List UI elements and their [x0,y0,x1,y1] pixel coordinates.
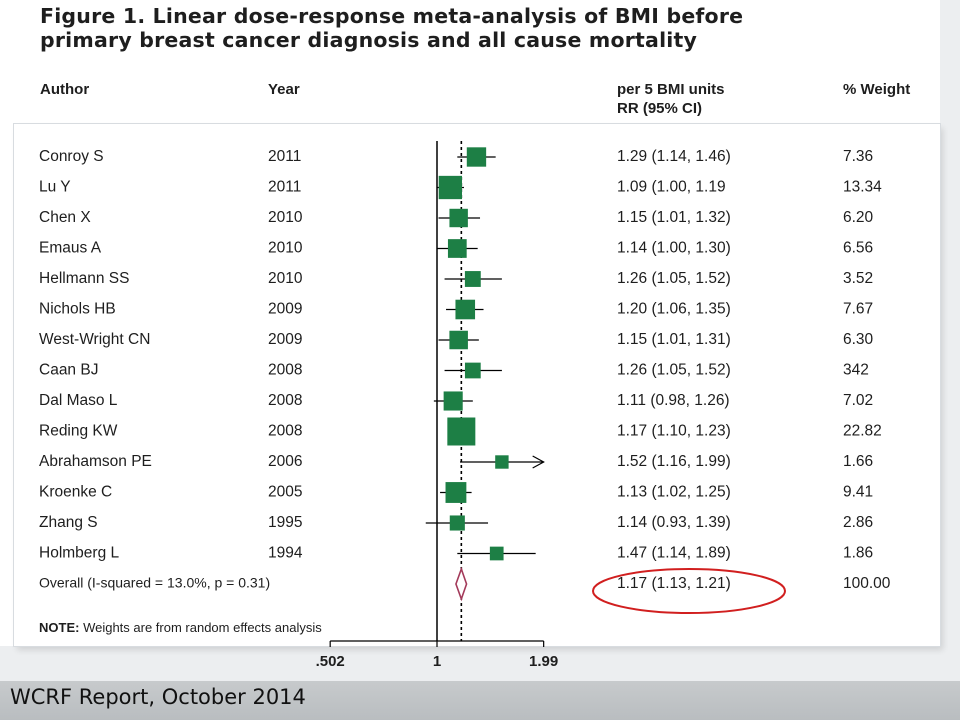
footer-bar: WCRF Report, October 2014 [0,681,960,720]
study-author: Lu Y [39,179,71,196]
rr-column-header: per 5 BMI units RR (95% CI) [617,80,725,118]
study-weight: 1.66 [843,453,873,470]
footer-source-text: WCRF Report, October 2014 [10,685,306,709]
study-author: Dal Maso L [39,392,118,409]
overall-weight: 100.00 [843,575,891,592]
study-year: 2010 [268,209,303,226]
study-weight: 13.34 [843,179,882,196]
study-weight: 342 [843,362,869,379]
study-rr-ci: 1.15 (1.01, 1.32) [617,209,731,226]
overall-label: Overall (I-squared = 13.0%, p = 0.31) [39,575,270,591]
study-weight: 7.02 [843,392,873,409]
study-weight-square [466,147,487,167]
study-author: West-Wright CN [39,331,150,348]
study-author: Reding KW [39,423,118,440]
study-rr-ci: 1.26 (1.05, 1.52) [617,270,731,287]
study-rr-ci: 1.15 (1.01, 1.31) [617,331,731,348]
study-weight-square [443,391,463,411]
weights-note: NOTE: Weights are from random effects an… [39,620,322,635]
study-weight: 9.41 [843,484,873,501]
study-weight: 2.86 [843,514,873,531]
rr-header-line-1: per 5 BMI units [617,81,725,98]
right-background-band [940,0,960,690]
study-weight-square [445,482,467,503]
study-year: 2009 [268,331,302,348]
overall-rr-ci: 1.17 (1.13, 1.21) [617,575,731,592]
study-rr-ci: 1.14 (1.00, 1.30) [617,240,731,257]
study-weight-square [464,362,481,379]
study-rr-ci: 1.29 (1.14, 1.46) [617,148,731,165]
study-year: 2011 [268,148,301,165]
study-author: Hellmann SS [39,270,129,287]
note-text: Weights are from random effects analysis [79,620,322,635]
study-weight: 6.20 [843,209,874,226]
study-weight: 6.30 [843,331,874,348]
figure-title: Figure 1. Linear dose-response meta-anal… [40,4,940,52]
study-year: 2011 [268,179,301,196]
year-column-header: Year [268,81,300,98]
study-weight-square [495,455,509,469]
study-author: Nichols HB [39,301,116,318]
study-rr-ci: 1.47 (1.14, 1.89) [617,545,731,562]
study-rr-ci: 1.17 (1.10, 1.23) [617,423,731,440]
study-weight: 7.36 [843,148,873,165]
study-weight: 1.86 [843,545,873,562]
study-year: 2006 [268,453,302,470]
study-rr-ci: 1.13 (1.02, 1.25) [617,484,731,501]
confidence-interval-arrow [532,455,545,469]
rr-header-line-2: RR (95% CI) [617,100,703,117]
forest-plot-panel [14,124,940,646]
study-author: Abrahamson PE [39,453,152,470]
study-year: 2010 [268,240,303,257]
study-year: 2008 [268,362,302,379]
study-weight: 6.56 [843,240,873,257]
study-author: Kroenke C [39,484,112,501]
study-author: Conroy S [39,148,104,165]
study-weight: 22.82 [843,423,882,440]
study-weight-square [464,271,481,287]
overall-effect-diamond [455,566,468,602]
x-tick-label: 1.99 [529,653,558,670]
study-year: 1995 [268,514,302,531]
study-author: Caan BJ [39,362,98,379]
note-label: NOTE: [39,620,79,635]
study-weight-square [438,175,463,200]
figure-title-line-2: primary breast cancer diagnosis and all … [40,28,698,52]
study-rr-ci: 1.14 (0.93, 1.39) [617,514,731,531]
study-year: 2008 [268,392,302,409]
study-weight-square [449,515,465,531]
study-author: Zhang S [39,514,98,531]
author-column-header: Author [40,81,90,98]
study-year: 2008 [268,423,302,440]
study-weight-square [447,239,467,258]
figure-title-line-1: Figure 1. Linear dose-response meta-anal… [40,4,744,28]
study-rr-ci: 1.26 (1.05, 1.52) [617,362,731,379]
study-year: 1994 [268,545,303,562]
study-weight-square [455,299,476,320]
highlight-ellipse [592,568,786,614]
weight-column-header: % Weight [843,81,911,98]
study-weight: 3.52 [843,270,873,287]
x-tick-label: 1 [433,653,441,670]
study-rr-ci: 1.11 (0.98, 1.26) [617,392,730,409]
study-weight: 7.67 [843,301,873,318]
study-rr-ci: 1.20 (1.06, 1.35) [617,301,731,318]
study-year: 2009 [268,301,302,318]
study-year: 2005 [268,484,302,501]
study-weight-square [489,546,504,561]
study-weight-square [449,330,468,350]
study-weight-square [447,417,476,446]
study-author: Chen X [39,209,91,226]
study-rr-ci: 1.09 (1.00, 1.19 [617,179,726,196]
study-author: Holmberg L [39,545,119,562]
study-rr-ci: 1.52 (1.16, 1.99) [617,453,731,470]
study-weight-square [449,208,468,228]
x-tick-label: .502 [316,653,345,670]
study-author: Emaus A [39,240,102,257]
study-year: 2010 [268,270,303,287]
